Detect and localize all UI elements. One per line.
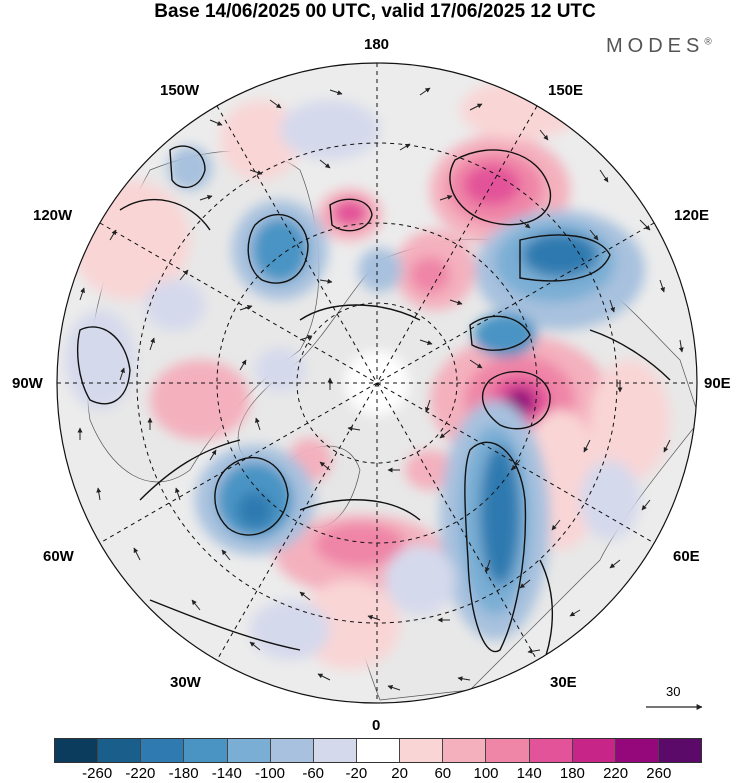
colorbar-swatch — [572, 739, 616, 762]
colorbar-tick-label: -100 — [254, 765, 286, 782]
colorbar-swatch — [141, 739, 185, 762]
colorbar-tick-label: 220 — [603, 765, 629, 782]
colorbar-swatch — [270, 739, 314, 762]
colorbar-swatch — [98, 739, 142, 762]
colorbar-swatch — [227, 739, 271, 762]
colorbar-swatch — [615, 739, 659, 762]
colorbar-swatch — [55, 739, 99, 762]
wind-vectors — [77, 87, 684, 691]
colorbar-tick-label: 260 — [646, 765, 672, 782]
colorbar-tick-label: -60 — [302, 765, 325, 782]
page-title: Base 14/06/2025 00 UTC, valid 17/06/2025… — [154, 1, 596, 22]
colorbar-swatch — [529, 739, 573, 762]
lon-label-180: 180 — [364, 36, 390, 53]
brand-name: MODES — [606, 35, 705, 57]
colorbar-tick-label: 140 — [516, 765, 542, 782]
lon-label-60w: 60W — [43, 548, 74, 565]
colorbar — [54, 738, 702, 763]
lon-label-90w: 90W — [12, 375, 43, 392]
colorbar-tick-label: 100 — [473, 765, 499, 782]
colorbar-swatch — [486, 739, 530, 762]
anomaly-field — [65, 80, 670, 670]
colorbar-swatch — [400, 739, 444, 762]
colorbar-swatch — [313, 739, 357, 762]
lon-label-60e: 60E — [673, 548, 700, 565]
map-boundary — [56, 62, 698, 704]
lon-label-30e: 30E — [550, 674, 577, 691]
brand-logo: MODES® — [606, 35, 712, 58]
graticule — [57, 63, 697, 703]
colorbar-swatch — [184, 739, 228, 762]
colorbar-tick-label: -20 — [345, 765, 368, 782]
lon-label-0: 0 — [372, 717, 381, 734]
lon-label-30w: 30W — [170, 674, 201, 691]
colorbar-tick-label: -140 — [211, 765, 242, 782]
colorbar-tick-label: 180 — [559, 765, 585, 782]
colorbar-tick-label: -180 — [168, 765, 199, 782]
brand-registered-mark: ® — [704, 36, 712, 48]
contour-lines — [77, 145, 671, 691]
lon-label-90e: 90E — [704, 375, 731, 392]
colorbar-tick-label: -260 — [82, 765, 113, 782]
colorbar-swatch — [443, 739, 487, 762]
colorbar-swatch — [658, 739, 702, 762]
colorbar-tick-label: 20 — [391, 765, 408, 782]
lon-label-120w: 120W — [33, 207, 73, 224]
wind-reference-label: 30 — [666, 684, 681, 699]
colorbar-swatch — [356, 739, 401, 762]
colorbar-tick-label: 60 — [434, 765, 452, 782]
colorbar-tick-label: -220 — [125, 765, 156, 782]
lon-label-150w: 150W — [160, 82, 200, 99]
lon-label-120e: 120E — [674, 207, 710, 224]
lon-label-150e: 150E — [548, 82, 584, 99]
